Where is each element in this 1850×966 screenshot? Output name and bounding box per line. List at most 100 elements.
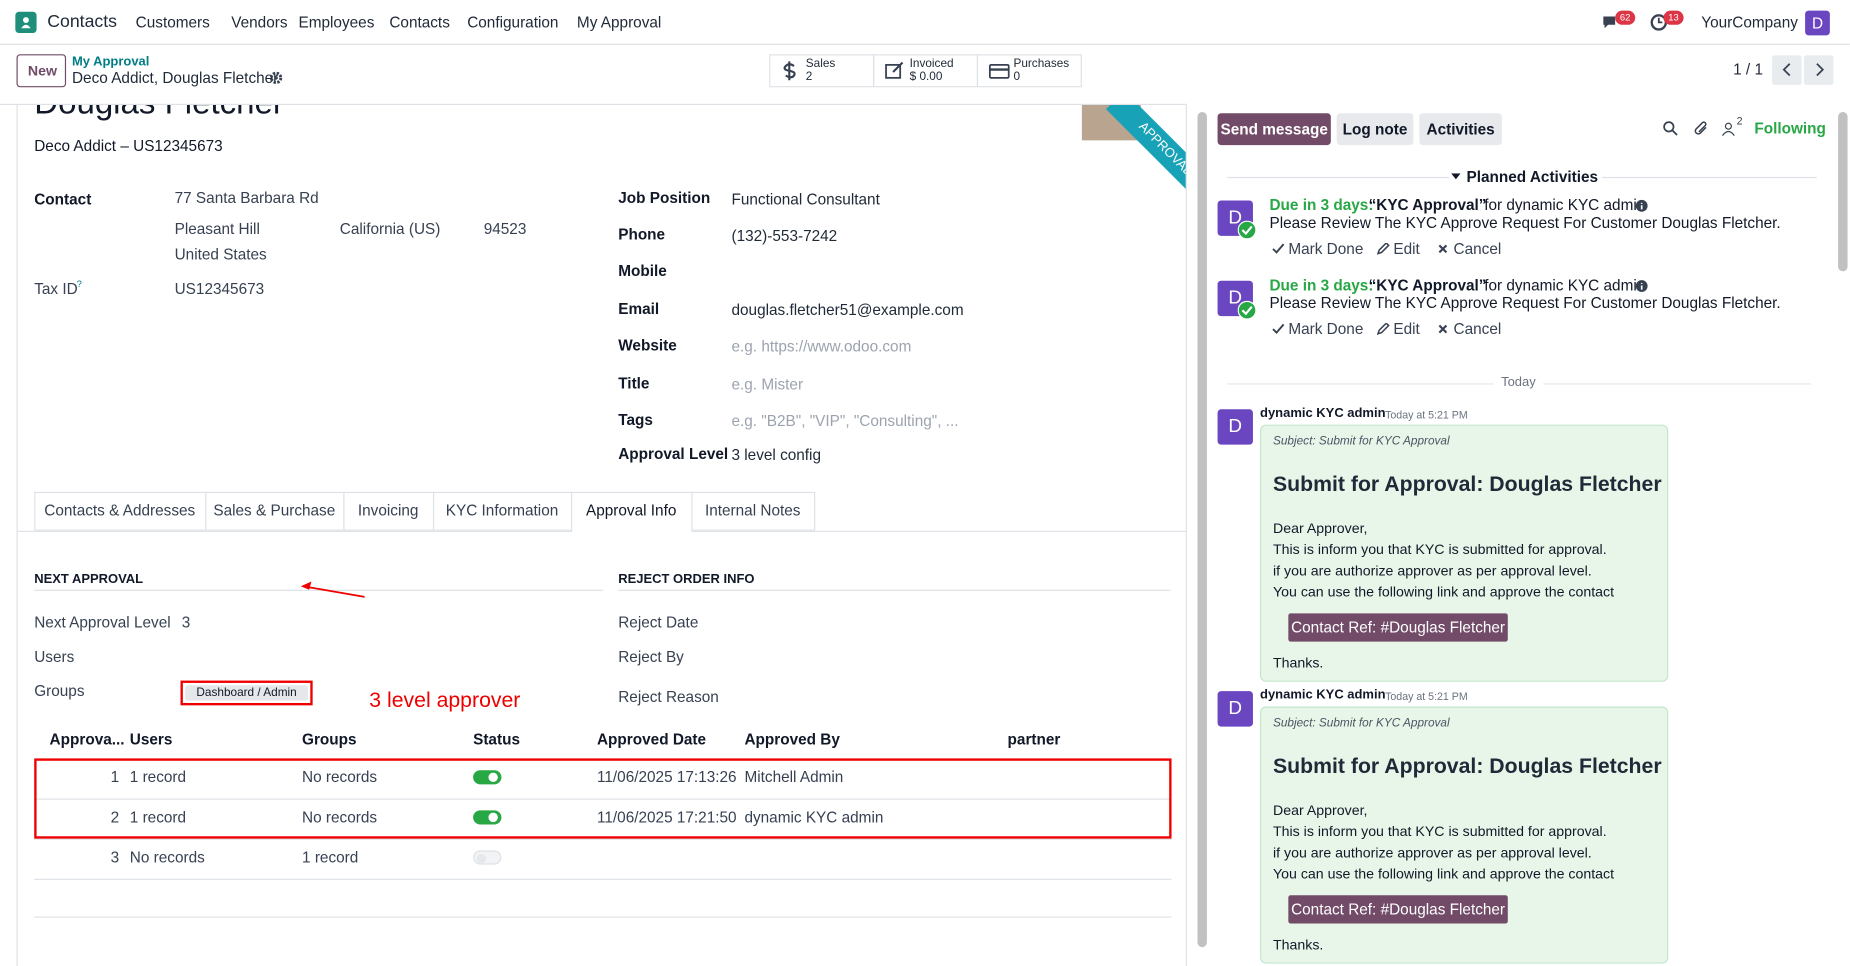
tab[interactable]: [691, 491, 816, 531]
menu-item[interactable]: Configuration: [467, 13, 559, 31]
breadcrumb-current: Deco Addict, Douglas Fletcher: [71, 68, 279, 87]
activity-action[interactable]: Mark Done: [1288, 319, 1364, 338]
info-icon[interactable]: [1635, 199, 1648, 212]
annotation: 3 level approver: [369, 687, 521, 712]
field-placeholder[interactable]: e.g. Mister: [731, 375, 804, 394]
cell: No records: [302, 768, 378, 786]
field-label: Approval Level: [618, 444, 729, 463]
badge-count: 13: [1668, 12, 1679, 23]
tab[interactable]: [205, 491, 345, 531]
menu-item[interactable]: Customers: [135, 13, 210, 31]
status-toggle[interactable]: [473, 810, 502, 825]
message-author: dynamic KYC admin: [1260, 406, 1386, 421]
toggle-knob: [488, 772, 498, 783]
search-icon[interactable]: [1662, 120, 1679, 137]
chatter-button[interactable]: Send message: [1217, 113, 1331, 146]
cell: 3: [110, 848, 120, 866]
attachment-icon[interactable]: [1693, 120, 1710, 137]
row-line: [34, 878, 1172, 880]
tag-label: Dashboard / Admin: [196, 685, 297, 699]
avatar-letter: D: [1228, 208, 1243, 229]
tab-label: Approval Info: [586, 501, 677, 520]
column-header[interactable]: Approva...: [49, 730, 125, 749]
activity-action[interactable]: Cancel: [1453, 319, 1502, 338]
messages-icon[interactable]: [1601, 14, 1620, 31]
app-name[interactable]: Contacts: [47, 11, 118, 32]
caret: [1451, 173, 1461, 180]
activity-note: Please Review The KYC Approve Request Fo…: [1269, 213, 1781, 232]
cell: 1: [110, 768, 120, 786]
row-line: [34, 916, 1172, 918]
chevron: [1816, 63, 1825, 77]
info-icon[interactable]: [1635, 280, 1648, 293]
field-label: Job Position: [618, 188, 711, 207]
field-value[interactable]: (132)-553-7242: [731, 226, 838, 245]
message-subject: Subject: Submit for KYC Approval: [1273, 435, 1450, 449]
status-toggle[interactable]: [473, 770, 502, 785]
toggle-knob: [488, 812, 498, 823]
done-check: [1237, 220, 1257, 240]
action-icon: [1272, 323, 1285, 335]
gear-icon[interactable]: [269, 71, 283, 85]
help-tooltip[interactable]: ?: [76, 278, 82, 290]
new-button[interactable]: New: [16, 54, 67, 88]
menu-item[interactable]: My Approval: [576, 13, 662, 31]
button-label: Activities: [1426, 119, 1495, 138]
breadcrumb-link[interactable]: My Approval: [71, 54, 150, 69]
field-label: Contact: [34, 190, 92, 208]
field-value[interactable]: Functional Consultant: [731, 190, 880, 208]
activity-action[interactable]: Edit: [1393, 319, 1420, 338]
button-label: Send message: [1220, 119, 1328, 138]
activity-action[interactable]: Edit: [1393, 239, 1420, 258]
user-avatar[interactable]: D: [1805, 10, 1830, 36]
column-header[interactable]: Approved By: [744, 730, 840, 749]
field-value[interactable]: 3 level config: [731, 446, 822, 464]
field-placeholder[interactable]: e.g. https://www.odoo.com: [731, 337, 912, 356]
smart-button[interactable]: [976, 54, 1082, 88]
toggle-knob: [476, 853, 487, 864]
message-author: dynamic KYC admin: [1260, 688, 1386, 703]
pager-next[interactable]: [1803, 55, 1834, 85]
follow-button[interactable]: Following: [1754, 119, 1826, 138]
field-value[interactable]: douglas.fletcher51@example.com: [731, 301, 964, 319]
cell: 2: [110, 808, 120, 826]
field-label: Phone: [618, 225, 666, 244]
row-line: [34, 838, 1172, 840]
tab[interactable]: [34, 491, 207, 531]
activity-action[interactable]: Cancel: [1453, 239, 1502, 258]
annotation-arrow: [300, 581, 365, 598]
company-switcher[interactable]: YourCompany: [1701, 13, 1798, 31]
link-button[interactable]: Contact Ref: #Douglas Fletcher: [1288, 895, 1508, 924]
field-label: Next Approval Level: [34, 613, 171, 632]
column-header[interactable]: Users: [129, 730, 173, 749]
button-label: Contact Ref: #Douglas Fletcher: [1291, 900, 1506, 918]
column-header[interactable]: Approved Date: [596, 730, 707, 749]
planned-heading[interactable]: Planned Activities: [1448, 166, 1603, 188]
pager-value[interactable]: 1 / 1: [1733, 60, 1763, 79]
menu-item[interactable]: Vendors: [231, 13, 288, 31]
column-header[interactable]: Groups: [302, 730, 357, 749]
status-toggle[interactable]: [473, 850, 502, 865]
activity-note: Please Review The KYC Approve Request Fo…: [1269, 293, 1781, 312]
column-header[interactable]: Status: [473, 730, 520, 749]
tab-label: Invoicing: [357, 501, 419, 520]
message-line: This is inform you that KYC is submitted…: [1273, 541, 1607, 558]
follower-count: 2: [1736, 115, 1743, 127]
link-button[interactable]: Contact Ref: #Douglas Fletcher: [1288, 613, 1508, 642]
chatter-button[interactable]: Log note: [1336, 113, 1414, 146]
menu-item[interactable]: Employees: [298, 13, 375, 31]
ribbon: APPROVAL: [1105, 104, 1186, 201]
cell: 1 record: [129, 768, 187, 786]
activity-action[interactable]: Mark Done: [1288, 239, 1364, 258]
tab[interactable]: [432, 491, 573, 531]
tab[interactable]: [343, 491, 435, 531]
pager-prev[interactable]: [1772, 55, 1802, 85]
menu-item[interactable]: Contacts: [389, 13, 450, 31]
cell: 11/06/2025 17:13:26: [596, 768, 737, 786]
followers-icon[interactable]: [1721, 121, 1735, 136]
chatter-button[interactable]: Activities: [1419, 113, 1502, 146]
column-header[interactable]: partner: [1007, 730, 1061, 749]
message-line: You can use the following link and appro…: [1273, 583, 1615, 601]
field-placeholder[interactable]: e.g. "B2B", "VIP", "Consulting", ...: [731, 411, 959, 430]
